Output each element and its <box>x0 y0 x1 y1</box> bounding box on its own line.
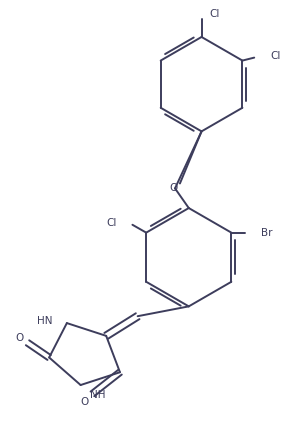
Text: O: O <box>80 397 89 407</box>
Text: Cl: Cl <box>106 218 117 228</box>
Text: Cl: Cl <box>209 9 220 19</box>
Text: O: O <box>15 333 24 343</box>
Text: O: O <box>169 184 177 193</box>
Text: Br: Br <box>261 227 272 238</box>
Text: NH: NH <box>90 390 106 400</box>
Text: Cl: Cl <box>270 51 280 61</box>
Text: HN: HN <box>37 316 52 326</box>
